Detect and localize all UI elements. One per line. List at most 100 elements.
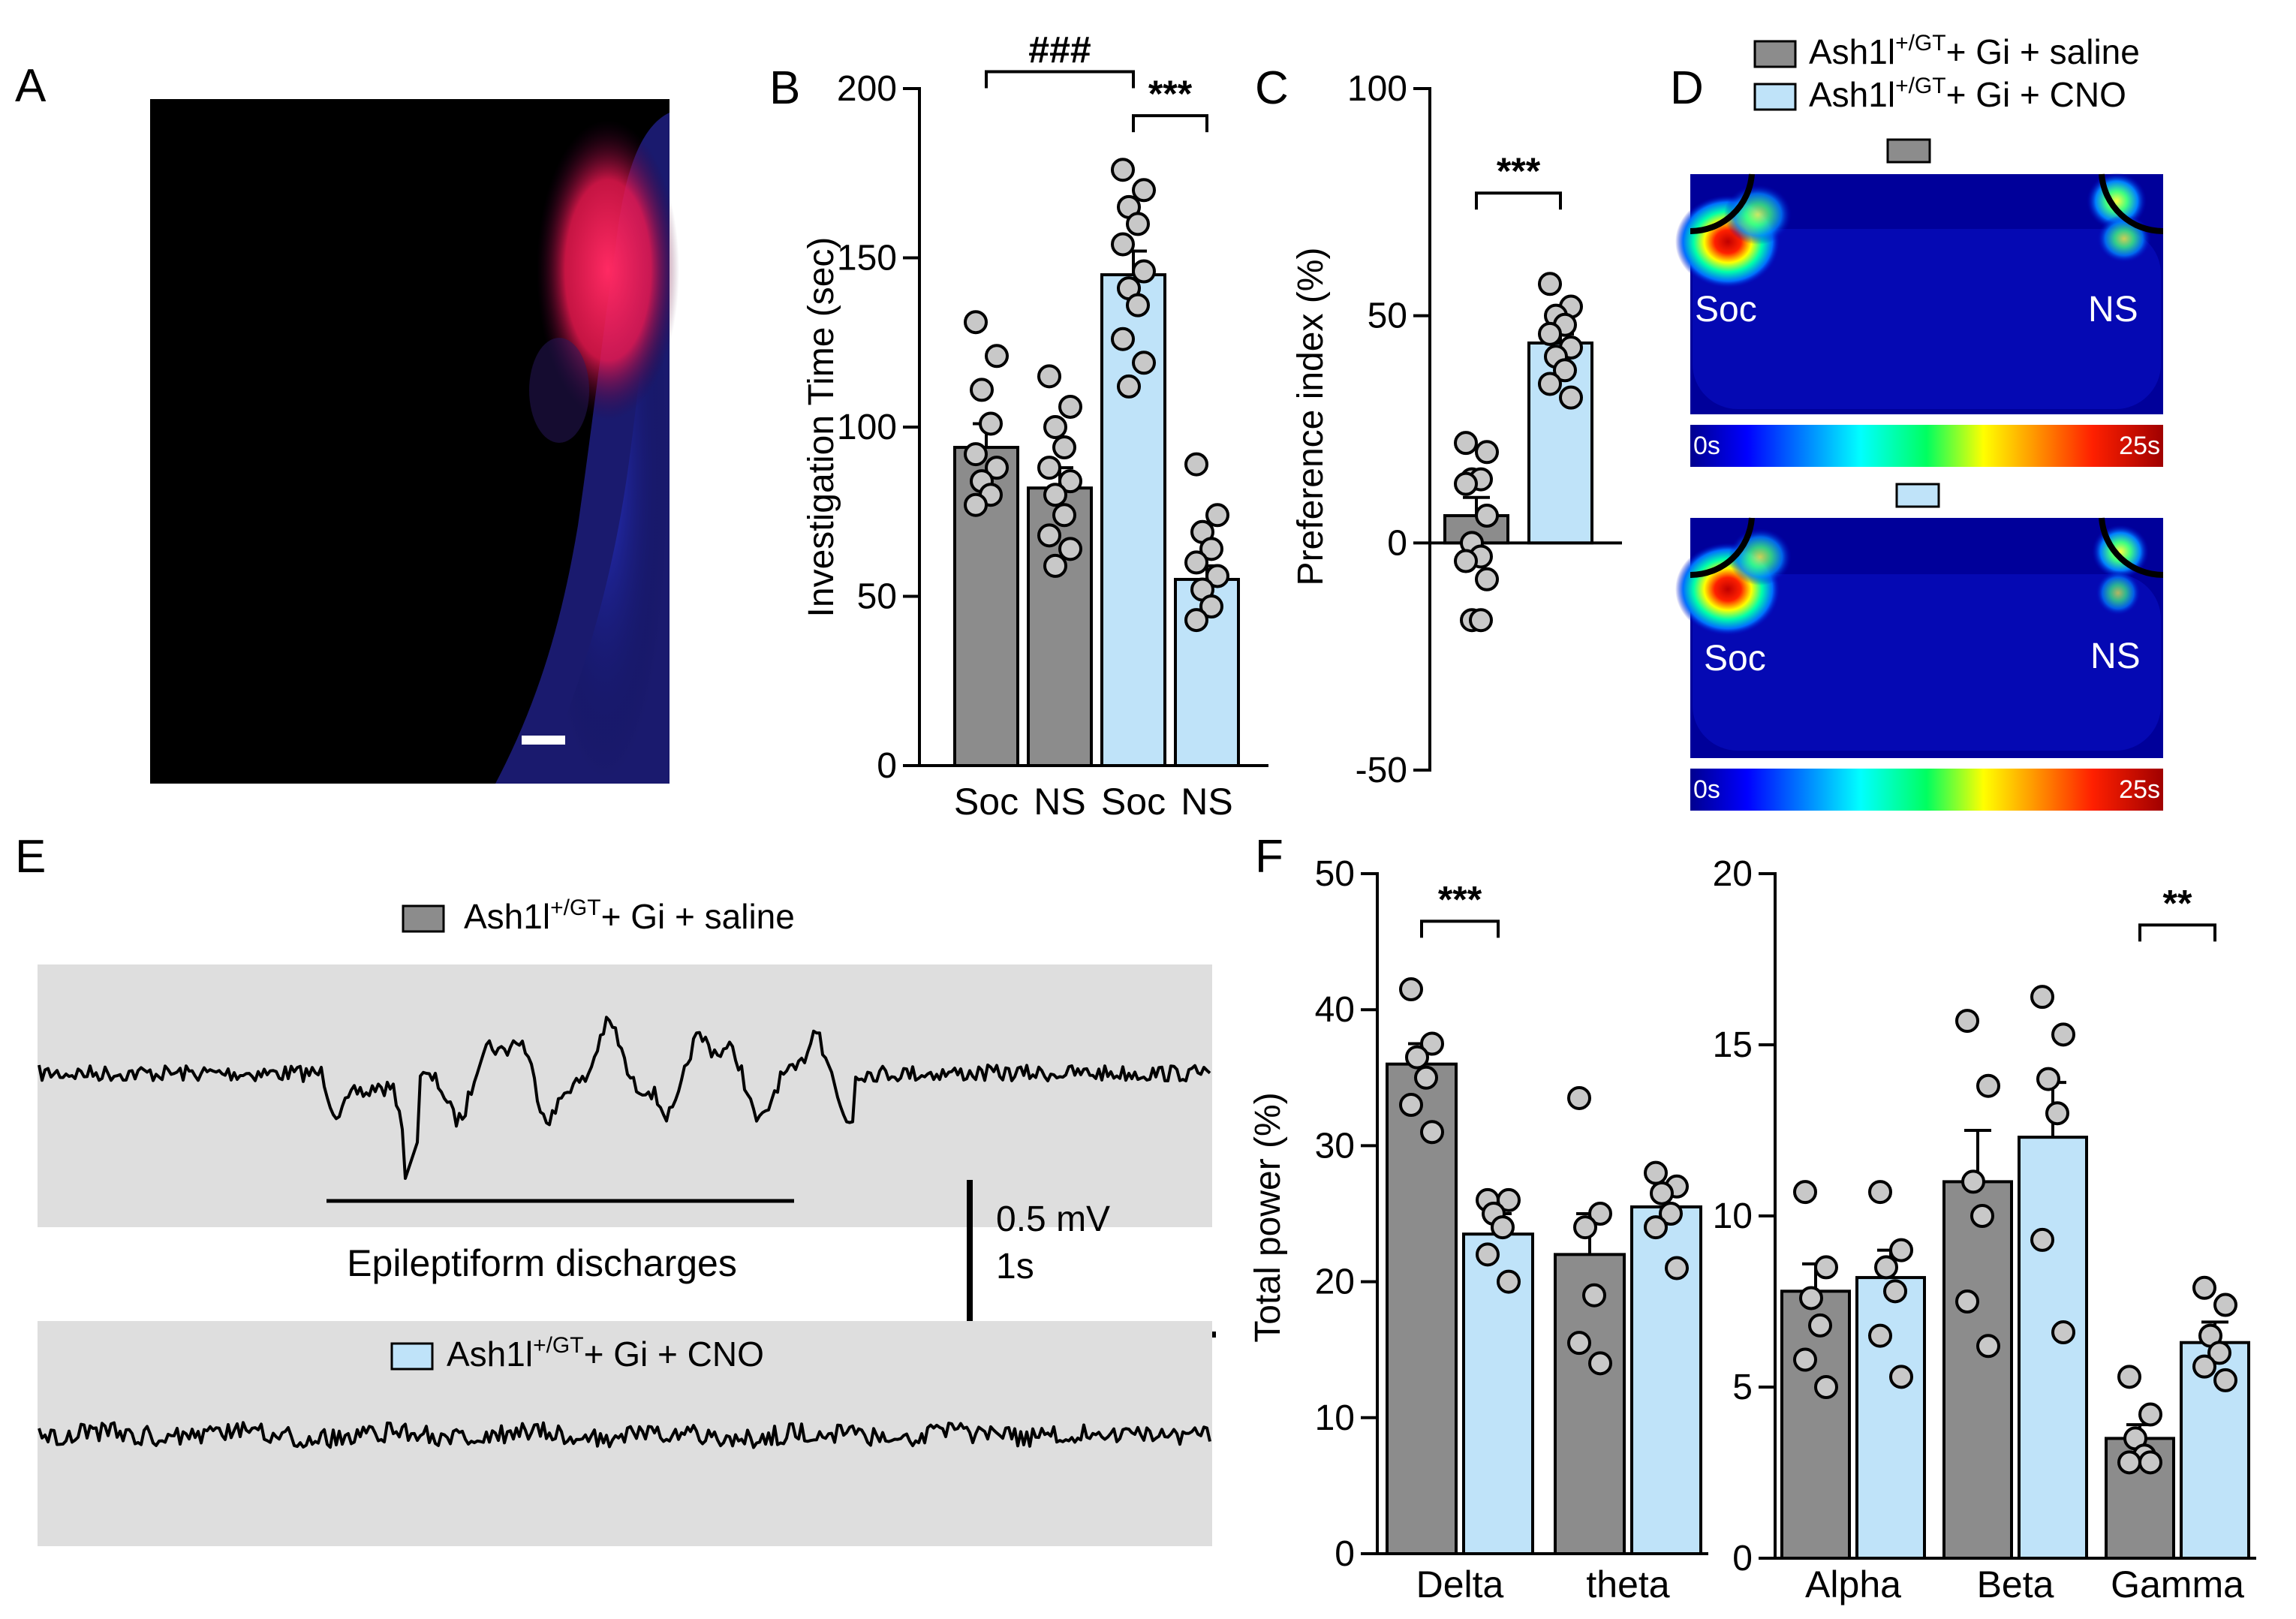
legend-swatch-cno (1753, 83, 1797, 111)
legend-e-cno: Ash1l+/GT+ Gi + CNO (390, 1333, 764, 1374)
data-point (1588, 1351, 1612, 1376)
data-point (1184, 608, 1208, 633)
data-point (2192, 1354, 2216, 1379)
data-point (1058, 469, 1082, 494)
data-point (1399, 1093, 1423, 1118)
data-point (1205, 503, 1229, 528)
y-tick-label: 5 (1732, 1368, 1753, 1407)
scale-bar-time: 1s (996, 1247, 1034, 1286)
y-tick-label: 150 (837, 239, 897, 278)
y-tick-label: 0 (1387, 523, 1407, 563)
data-point (1184, 550, 1208, 575)
data-point (1126, 293, 1150, 317)
data-point (1126, 212, 1150, 236)
x-tick-label: Delta (1416, 1563, 1504, 1605)
panel-a-brain-image (150, 99, 679, 784)
data-point (1043, 553, 1067, 578)
y-tick-label: 30 (1315, 1126, 1355, 1166)
data-point (1793, 1347, 1817, 1372)
eeg-trace-cno (38, 1421, 1211, 1449)
chart-b: 0 50 100 150 200 Investigation Time (sec) Soc N… (802, 29, 1268, 823)
heatmap-group-swatch-cno (1895, 483, 1940, 508)
bar (1100, 273, 1166, 767)
data-point (2051, 1022, 2075, 1047)
data-point (1868, 1180, 1892, 1205)
bar (1386, 1062, 1458, 1556)
legend-e-swatch-saline (402, 904, 445, 933)
significance-label: *** (1438, 878, 1482, 920)
panel-label-f: F (1255, 831, 1283, 883)
data-point (2138, 1450, 2162, 1475)
bar (1855, 1276, 1926, 1560)
y-tick-label: 100 (1347, 69, 1407, 109)
panel-label-a: A (15, 60, 47, 112)
y-tick-label: 20 (1315, 1262, 1355, 1302)
data-point (1111, 232, 1135, 257)
data-point (964, 442, 988, 467)
data-point (1976, 1073, 2000, 1098)
data-point (2117, 1450, 2141, 1475)
data-point (985, 456, 1009, 480)
data-point (1538, 372, 1562, 396)
colorscale-cno-min: 0s (1693, 775, 1720, 804)
heatmap-cno: Soc NS 0s 25s (1675, 483, 2164, 811)
y-tick-label: 20 (1713, 854, 1753, 894)
data-point (1970, 1204, 1994, 1228)
x-tick-label: theta (1586, 1563, 1669, 1605)
data-point (1052, 435, 1076, 460)
data-point (1889, 1365, 1913, 1389)
data-point (1199, 537, 1223, 561)
data-point (1497, 1187, 1521, 1212)
legend-swatch-saline (1753, 40, 1797, 68)
legend-e-swatch-cno (390, 1342, 434, 1371)
data-point (1475, 567, 1499, 591)
data-point (1497, 1269, 1521, 1294)
data-point (2117, 1365, 2141, 1389)
y-tick-label: 40 (1315, 990, 1355, 1030)
data-point (1052, 503, 1076, 528)
data-point (1814, 1375, 1838, 1399)
epileptiform-label: Epileptiform discharges (347, 1242, 737, 1284)
panel-label-b: B (769, 62, 800, 114)
x-tick-label: Alpha (1805, 1563, 1901, 1605)
data-point (1058, 394, 1082, 419)
data-point (1399, 977, 1423, 1002)
x-tick-label: Gamma (2111, 1563, 2244, 1605)
data-point (2045, 1101, 2069, 1126)
significance-bracket (1475, 191, 1562, 210)
chart-c: -50 0 50 100 Preference index (%) *** (1291, 69, 1622, 790)
data-point (1644, 1215, 1668, 1240)
data-point (1955, 1289, 1979, 1314)
data-point (1955, 1009, 1979, 1034)
significance-bracket (1420, 919, 1500, 938)
data-point (970, 378, 994, 402)
legend-e-saline: Ash1l+/GT+ Gi + saline (402, 895, 795, 936)
data-point (1538, 321, 1562, 346)
y-tick-label: 50 (1368, 296, 1407, 336)
data-point (979, 411, 1003, 436)
data-point (1420, 1120, 1444, 1145)
panel-label-c: C (1255, 62, 1289, 114)
data-point (1454, 471, 1478, 496)
y-axis-label: Investigation Time (sec) (802, 237, 841, 618)
data-point (1132, 259, 1156, 284)
data-point (2213, 1292, 2237, 1317)
data-point (2030, 985, 2054, 1010)
data-point (1475, 504, 1499, 528)
data-point (1476, 1242, 1500, 1267)
data-point (2213, 1368, 2237, 1392)
data-point (1117, 374, 1141, 399)
data-point (1043, 483, 1067, 507)
colorscale-cno-max: 25s (2119, 775, 2160, 804)
y-tick-label: 0 (877, 746, 897, 786)
bar (1630, 1205, 1702, 1555)
data-point (1665, 1256, 1689, 1280)
data-point (1793, 1180, 1817, 1205)
significance-bracket (2138, 923, 2216, 942)
data-point (1567, 1085, 1591, 1110)
data-point (1454, 549, 1478, 573)
data-point (1538, 272, 1562, 296)
significance-label: *** (1497, 150, 1541, 192)
x-tick-label: NS (1181, 781, 1232, 823)
data-point (2036, 1067, 2060, 1091)
